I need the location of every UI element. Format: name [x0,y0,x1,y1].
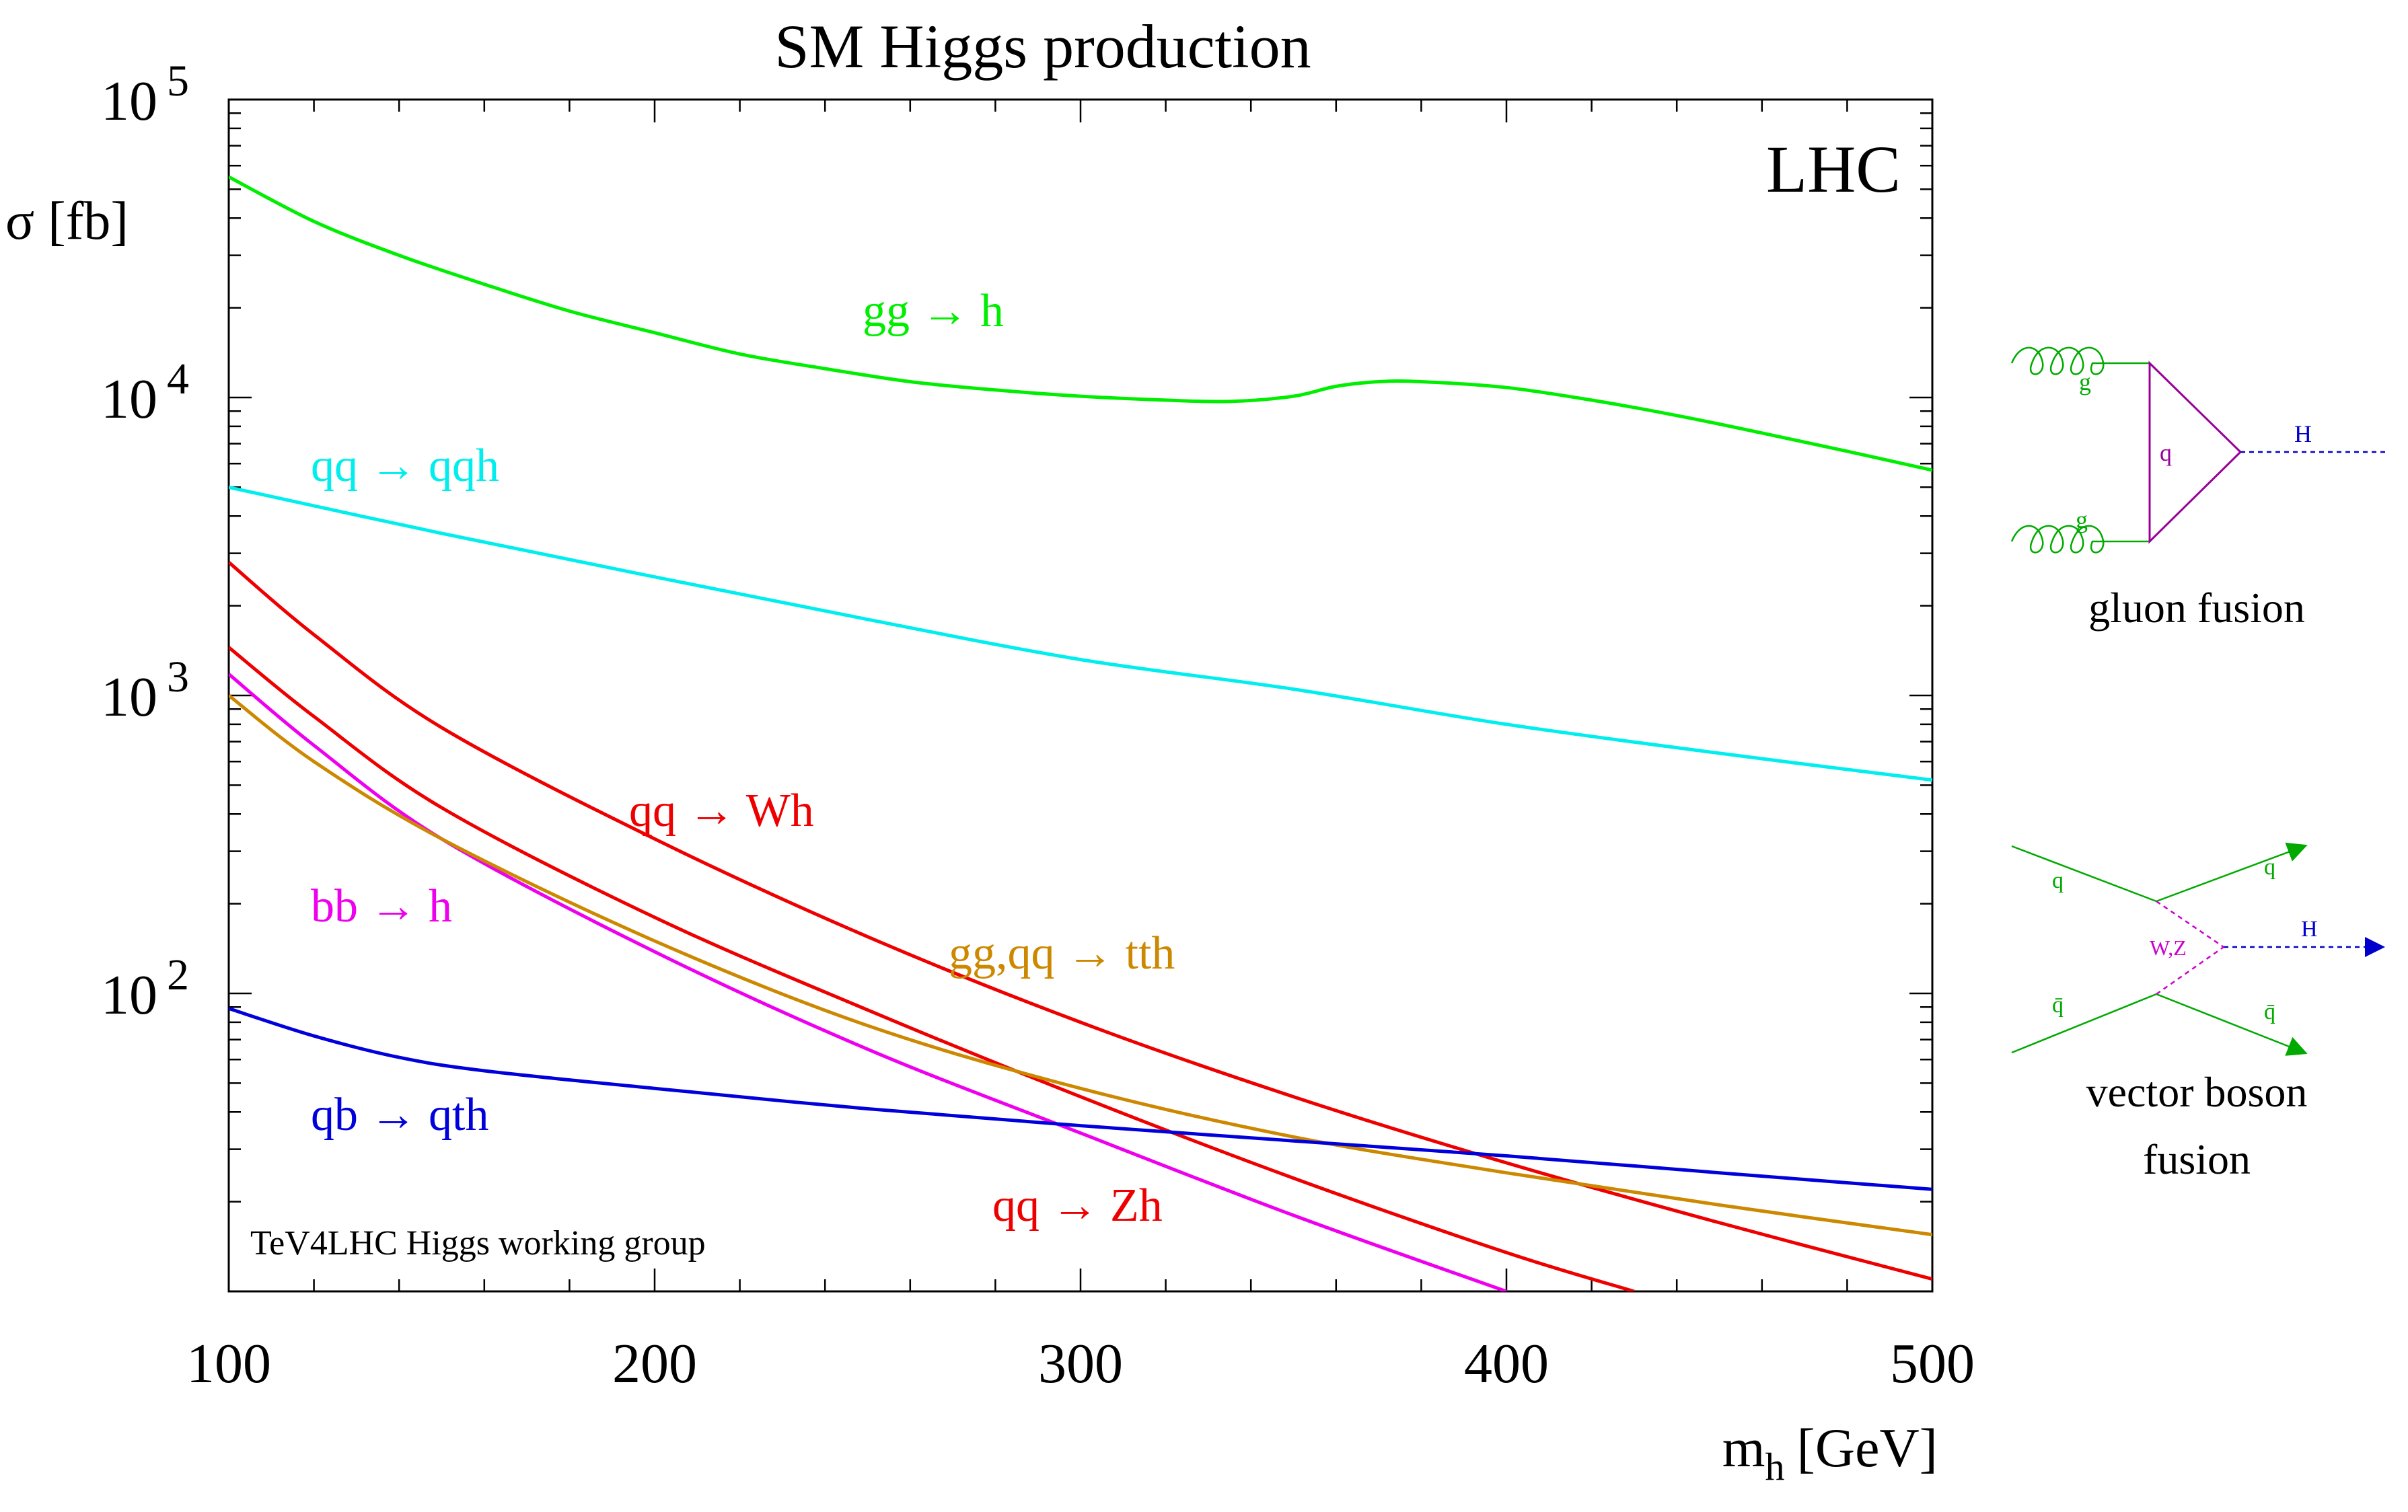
x-axis-label-main: m [1722,1417,1765,1478]
axis-ticks [227,100,1934,1291]
vbf-caption-line2: fusion [2143,1135,2251,1183]
x-axis-label: mh [GeV] [1722,1417,1938,1488]
y-tick-label-base: 10 [101,666,157,728]
higgs-label-gf: H [2294,420,2312,447]
series-line-bb-h [229,673,1507,1291]
label-qq-zh: qq → Zh [992,1180,1163,1232]
series-line-gg-h [229,175,1932,472]
quark-in-line [2011,845,2157,903]
higgs-label-vbf: H [2301,917,2318,942]
x-tick-labels: 100 200 300 400 500 [186,1332,1975,1395]
y-tick-label: 10 5 [101,56,189,133]
series-line-gg-qq-tth [229,694,1932,1237]
y-tick-label-base: 10 [101,368,157,430]
series-line-qq-zh [229,646,1635,1291]
gluon-fusion-caption: gluon fusion [2088,584,2305,632]
x-axis-label-unit: [GeV] [1797,1417,1938,1478]
quark-in-label: q [2052,868,2064,893]
x-tick-label: 300 [1038,1332,1123,1395]
y-tick-label-base: 10 [101,70,157,133]
quark-out-label: q [2264,855,2275,880]
vbf-caption-line1: vector boson [2086,1068,2308,1116]
antiquark-in-line [2011,993,2157,1054]
quark-loop-label: q [2160,439,2172,466]
x-tick-label: 200 [612,1332,697,1395]
y-tick-label-base: 10 [101,964,157,1026]
label-bb-h: bb → h [311,880,452,932]
gluon-top-label: g [2079,369,2091,395]
x-tick-label: 400 [1464,1332,1549,1395]
label-gg-h: gg → h [863,285,1004,337]
x-tick-label: 500 [1890,1332,1975,1395]
y-tick-label-exponent: 4 [167,354,189,404]
gluon-fusion-diagram: g g q H gluon fusion [2010,346,2385,632]
gluon-top-line [2010,346,2150,375]
y-tick-label-exponent: 3 [167,652,189,702]
y-tick-label-exponent: 5 [167,56,189,106]
label-qq-wh: qq → Wh [629,785,814,837]
y-tick-label-exponent: 2 [167,950,189,999]
y-tick-label: 10 2 [101,950,189,1026]
antiquark-out-line [2156,993,2308,1056]
series-line-qb-qth [229,1007,1932,1191]
quark-loop-triangle [2148,361,2242,544]
label-gg-qq-tth: gg,qq → tth [949,928,1175,979]
series-line-qq-wh [229,560,1932,1281]
gluon-bottom-line [2010,525,2150,554]
label-qb-qth: qb → qth [311,1089,488,1141]
x-axis-label-sub: h [1765,1445,1785,1488]
label-qq-qqh: qq → qqh [311,440,499,492]
gluon-bottom-label: g [2076,506,2088,533]
series-lines [229,175,1932,1291]
antiquark-in-label: q̄ [2052,993,2064,1018]
y-axis-label: σ [fb] [5,192,129,251]
experiment-label: LHC [1766,132,1901,206]
boson-label: W,Z [2150,936,2187,960]
credit-label: TeV4LHC Higgs working group [250,1224,706,1262]
antiquark-out-label: q̄ [2264,999,2275,1024]
vbf-diagram: q q q̄ q̄ W,Z H vector boson fusion [2011,842,2385,1183]
quark-out-line [2156,842,2308,903]
series-line-qq-qqh [229,485,1932,782]
x-tick-label: 100 [186,1332,271,1395]
y-tick-label: 10 3 [101,652,189,728]
chart-title: SM Higgs production [774,12,1311,81]
y-tick-label: 10 4 [101,354,189,430]
